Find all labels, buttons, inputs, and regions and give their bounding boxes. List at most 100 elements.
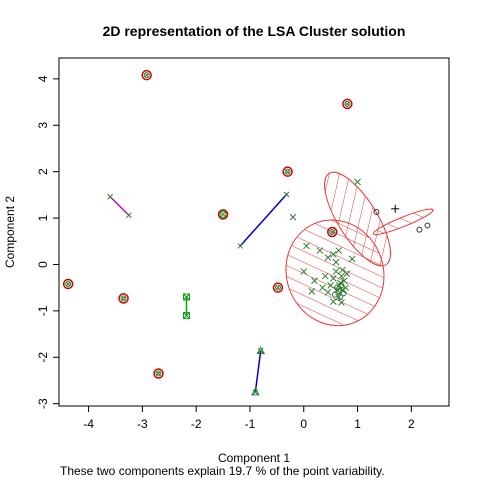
- x-stroke: [338, 272, 345, 280]
- circle-point: [337, 293, 344, 300]
- x-point: [344, 101, 350, 107]
- x-point: [329, 275, 337, 282]
- x-axis: -4 -3 -2 -1 0 1 2: [83, 406, 415, 431]
- triangle-point: [256, 346, 266, 355]
- x-stroke: [303, 242, 310, 250]
- circle-point: [217, 209, 229, 220]
- circle-point: [155, 370, 162, 377]
- x-stroke: [339, 286, 346, 294]
- x-point: [183, 312, 190, 319]
- x-point: [348, 255, 356, 263]
- x-point: [339, 266, 346, 274]
- x-stroke: [329, 275, 337, 282]
- x-stroke: [319, 284, 326, 292]
- x-stroke: [121, 295, 126, 301]
- x-point: [354, 178, 361, 186]
- circle-point: [272, 282, 284, 293]
- x-point: [121, 295, 126, 301]
- x-point: [332, 268, 340, 275]
- x-stroke: [311, 277, 318, 285]
- cluster-segment: [254, 350, 262, 393]
- x-point: [275, 285, 281, 291]
- x-stroke: [343, 270, 351, 278]
- x-point: [311, 277, 318, 285]
- square-point: [182, 293, 190, 301]
- x-tick-label: -2: [191, 417, 202, 431]
- x-stroke: [339, 266, 346, 274]
- circle-point: [416, 226, 423, 233]
- circle-point: [284, 168, 291, 175]
- x-stroke: [335, 247, 343, 254]
- plot-area: [62, 69, 434, 396]
- circle-point: [282, 166, 293, 177]
- x-axis-label: Component 1: [218, 451, 290, 465]
- x-point: [144, 72, 150, 78]
- x-point: [156, 371, 161, 376]
- x-stroke: [183, 294, 190, 300]
- x-stroke: [237, 243, 244, 249]
- circle-point: [342, 98, 353, 110]
- x-stroke: [220, 211, 226, 217]
- x-stroke: [327, 282, 335, 289]
- x-point: [329, 229, 335, 235]
- cluster-segment: [239, 193, 288, 247]
- x-point: [285, 169, 290, 175]
- circle-point: [65, 280, 72, 287]
- y-axis: -3 -2 -1 0 1 2 3 4: [36, 75, 59, 409]
- x-stroke: [144, 72, 150, 78]
- y-tick-label: 4: [36, 75, 50, 82]
- x-point: [126, 212, 132, 219]
- x-stroke: [107, 193, 113, 200]
- x-stroke: [338, 299, 345, 306]
- x-tick-label: 2: [408, 417, 415, 431]
- x-point: [319, 284, 326, 292]
- x-stroke: [329, 229, 335, 235]
- triangle-point: [250, 387, 260, 396]
- square-point: [182, 312, 190, 320]
- x-point: [338, 299, 345, 306]
- variability-footnote: These two components explain 19.7 % of t…: [60, 464, 385, 478]
- x-point: [321, 272, 329, 280]
- x-stroke: [65, 281, 71, 287]
- x-stroke: [257, 347, 264, 354]
- x-stroke: [308, 288, 316, 295]
- x-point: [65, 281, 71, 287]
- x-stroke: [252, 389, 259, 395]
- x-stroke: [183, 312, 190, 319]
- x-stroke: [316, 247, 324, 254]
- circle-point: [340, 290, 347, 297]
- x-stroke: [275, 285, 281, 291]
- chart-title: 2D representation of the LSA Cluster sol…: [103, 23, 406, 39]
- x-tick-label: -4: [83, 417, 94, 431]
- x-point: [316, 247, 324, 254]
- x-point: [324, 254, 332, 261]
- x-stroke: [344, 101, 350, 107]
- y-tick-label: 3: [36, 122, 50, 129]
- x-point: [303, 242, 310, 250]
- x-point: [324, 288, 332, 296]
- x-stroke: [285, 169, 290, 175]
- x-point: [257, 347, 264, 354]
- x-tick-label: 0: [300, 417, 307, 431]
- x-stroke: [342, 284, 350, 292]
- x-stroke: [354, 178, 361, 186]
- x-point: [332, 258, 340, 266]
- x-stroke: [300, 268, 308, 275]
- y-tick-label: -1: [36, 305, 50, 316]
- cluster-ellipse: [372, 208, 434, 236]
- y-tick-label: 1: [36, 214, 50, 221]
- x-tick-label: -3: [137, 417, 148, 431]
- circle-point: [344, 100, 351, 107]
- x-stroke: [321, 272, 329, 280]
- x-point: [252, 389, 259, 395]
- x-point: [329, 298, 337, 305]
- square-point: [219, 211, 227, 218]
- circle-point: [424, 222, 431, 229]
- circle-point: [62, 278, 74, 290]
- cluster-ellipse: [324, 171, 392, 267]
- x-stroke: [332, 268, 340, 275]
- x-stroke: [348, 255, 356, 263]
- x-point: [220, 211, 226, 217]
- x-point: [329, 250, 337, 258]
